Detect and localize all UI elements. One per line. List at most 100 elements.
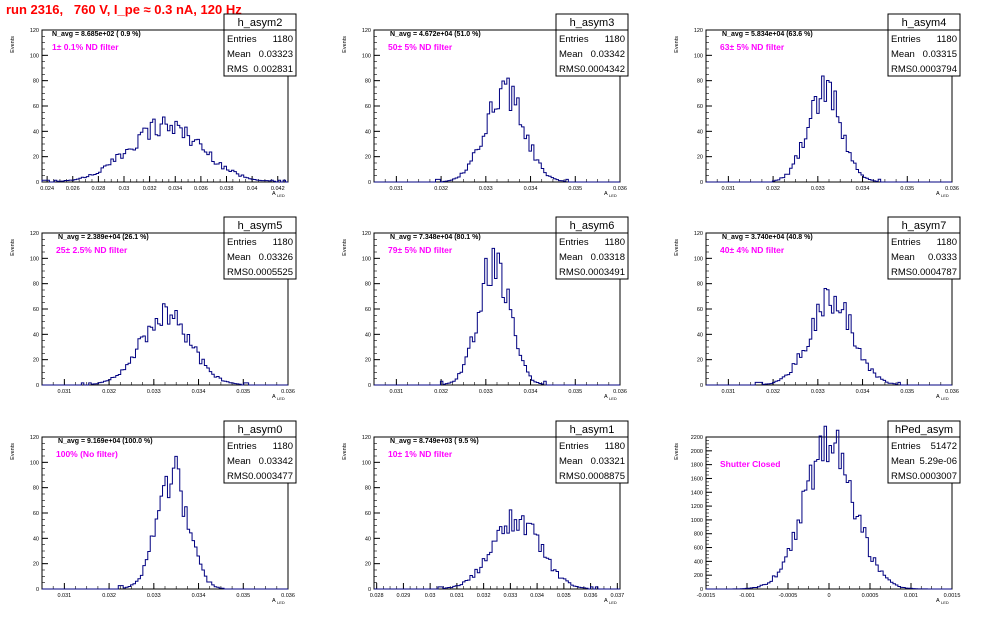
y-tick-label: 1400 <box>691 490 703 496</box>
x-tick-label: 0.036 <box>194 186 208 192</box>
x-tick-label: 0.031 <box>57 593 71 599</box>
y-tick-label: 0 <box>700 383 703 389</box>
stats-label-rms: RMS <box>559 64 580 75</box>
x-tick-label: 0.036 <box>584 593 598 599</box>
x-tick-label: 0.034 <box>856 389 870 395</box>
stats-value-rms: 0.0003491 <box>580 267 625 278</box>
y-tick-label: 120 <box>30 435 39 441</box>
y-tick-label: 100 <box>694 256 703 262</box>
x-tick-label: 0.033 <box>147 389 161 395</box>
y-tick-label: 40 <box>365 332 371 338</box>
x-tick-label: 0.03 <box>119 186 130 192</box>
y-tick-label: 120 <box>362 28 371 34</box>
y-tick-label: 80 <box>33 282 39 288</box>
x-tick-label: -0.0015 <box>697 593 716 599</box>
stats-label-mean: Mean <box>559 49 583 60</box>
stats-value-rms: 0.0004342 <box>580 64 625 75</box>
x-axis-title-sub: LED <box>277 193 285 198</box>
x-tick-label: 0.031 <box>389 389 403 395</box>
y-tick-label: 800 <box>694 532 703 538</box>
histogram-name: h_asym0 <box>238 424 283 436</box>
stats-box <box>223 29 297 77</box>
y-tick-label: 20 <box>33 155 39 161</box>
run-title: run 2316, 760 V, I_pe ≈ 0.3 nA, 120 Hz <box>6 2 242 17</box>
y-tick-label: 40 <box>697 129 703 135</box>
y-tick-label: 0 <box>368 383 371 389</box>
y-tick-label: 120 <box>694 231 703 237</box>
stats-label-mean: Mean <box>559 456 583 467</box>
navg-label: N_avg = 5.834e+04 (63.6 %) <box>722 31 813 38</box>
x-tick-label: 0.031 <box>721 186 735 192</box>
stats-box <box>555 232 629 280</box>
stats-value-mean: 0.03318 <box>591 252 625 263</box>
histogram-series <box>374 247 620 386</box>
x-tick-label: 0.032 <box>434 389 448 395</box>
stats-value-entries: 1180 <box>937 34 957 45</box>
stats-label-entries: Entries <box>227 34 257 45</box>
y-tick-label: 120 <box>362 435 371 441</box>
x-axis-title: A <box>604 598 608 604</box>
y-tick-label: 40 <box>33 129 39 135</box>
y-axis-title: Events <box>10 36 16 53</box>
x-tick-label: 0.031 <box>389 186 403 192</box>
y-tick-label: 80 <box>697 282 703 288</box>
x-axis-title: A <box>272 394 276 400</box>
y-tick-label: 120 <box>30 231 39 237</box>
y-tick-label: 120 <box>362 231 371 237</box>
y-tick-label: 40 <box>365 129 371 135</box>
y-tick-label: 100 <box>694 53 703 59</box>
stats-label-mean: Mean <box>227 49 251 60</box>
stats-box <box>887 436 961 484</box>
stats-value-rms: 0.0003794 <box>912 64 957 75</box>
stats-label-entries: Entries <box>891 237 921 248</box>
histogram-name: h_asym2 <box>238 17 283 29</box>
stats-value-entries: 1180 <box>605 34 625 45</box>
x-tick-label: 0.034 <box>524 389 538 395</box>
y-tick-label: 120 <box>30 28 39 34</box>
y-tick-label: 0 <box>36 180 39 186</box>
histogram-series <box>706 288 952 386</box>
histogram-name: h_asym3 <box>570 17 615 29</box>
y-tick-label: 100 <box>30 53 39 59</box>
stats-label-rms: RMS <box>227 64 248 75</box>
stats-label-mean: Mean <box>891 49 915 60</box>
x-tick-label: 0.035 <box>236 593 250 599</box>
y-tick-label: 0 <box>36 587 39 593</box>
stats-value-entries: 51472 <box>931 441 957 452</box>
y-tick-label: 400 <box>694 559 703 565</box>
filter-label: 1± 0.1% ND filter <box>52 42 119 52</box>
stats-label-entries: Entries <box>559 237 589 248</box>
stats-box <box>887 232 961 280</box>
x-tick-label: 0.0015 <box>944 593 961 599</box>
stats-value-mean: 5.29e-06 <box>919 456 957 467</box>
x-axis-title: A <box>936 598 940 604</box>
y-tick-label: 60 <box>697 104 703 110</box>
x-tick-label: 0.035 <box>568 389 582 395</box>
y-tick-label: 100 <box>362 256 371 262</box>
navg-label: N_avg = 4.672e+04 (51.0 %) <box>390 31 481 38</box>
y-axis-title: Events <box>10 239 16 256</box>
y-tick-label: 20 <box>697 358 703 364</box>
x-tick-label: 0.031 <box>450 593 464 599</box>
stats-value-entries: 1180 <box>273 441 293 452</box>
histogram-panel-h_asym7: 0 20 40 60 80 100 120 0.031 0.032 0.033 0.034 0.035… <box>674 216 961 401</box>
y-tick-label: 100 <box>362 53 371 59</box>
stats-box <box>887 29 961 77</box>
x-tick-label: 0.032 <box>143 186 157 192</box>
y-tick-label: 600 <box>694 546 703 552</box>
filter-label: Shutter Closed <box>720 459 780 469</box>
navg-label: N_avg = 7.348e+04 (80.1 %) <box>390 234 481 241</box>
x-tick-label: 0.031 <box>721 389 735 395</box>
x-tick-label: 0.034 <box>856 186 870 192</box>
histogram-name: h_asym4 <box>902 17 947 29</box>
x-tick-label: 0.032 <box>766 186 780 192</box>
x-tick-label: 0.026 <box>66 186 80 192</box>
histogram-name: h_asym7 <box>902 220 947 232</box>
stats-label-entries: Entries <box>559 441 589 452</box>
x-axis-title-sub: LED <box>941 600 949 605</box>
y-tick-label: 60 <box>697 307 703 313</box>
histogram-panel-h_asym2: 0 20 40 60 80 100 120 0.024 0.026 0.028 0.03 0.032 0… <box>10 13 297 198</box>
y-tick-label: 40 <box>365 536 371 542</box>
x-axis-title-sub: LED <box>277 396 285 401</box>
x-axis-title-sub: LED <box>941 193 949 198</box>
